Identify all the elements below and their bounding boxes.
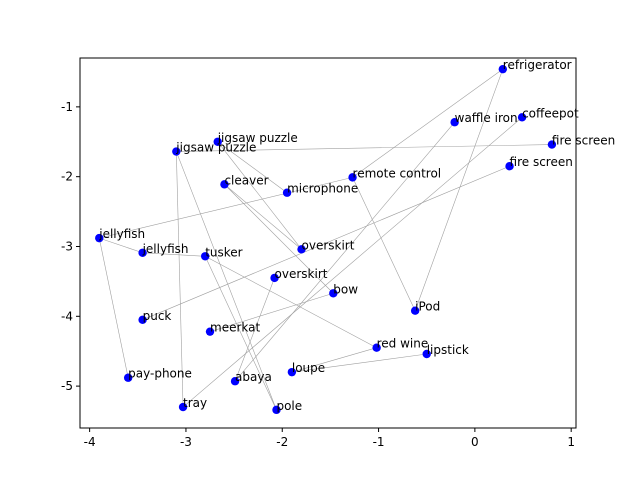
data-point [230, 377, 240, 386]
edge-layer [98, 68, 552, 410]
point-label: fire screen [510, 155, 573, 169]
edge-line [209, 292, 334, 332]
edge-line [414, 69, 504, 311]
edge-line [234, 277, 275, 382]
point-label: fire screen [552, 134, 615, 148]
point-label: pole [276, 399, 302, 413]
data-point [498, 64, 508, 74]
point-label: tusker [205, 245, 242, 259]
point-label: jellyfish [98, 227, 145, 241]
point-label: bow [333, 282, 358, 296]
x-tick-label: -4 [84, 435, 96, 449]
edge-line [176, 151, 277, 410]
point-label: jellyfish [142, 242, 189, 256]
point-label: red wine [377, 337, 429, 351]
edge-line [224, 184, 334, 294]
edge-line [99, 237, 143, 254]
data-point [178, 402, 188, 412]
x-tick-label: 1 [567, 435, 575, 449]
data-point [272, 405, 281, 415]
data-point [201, 252, 210, 261]
point-label: waffle iron [455, 111, 518, 125]
data-point [213, 137, 222, 146]
data-point [270, 273, 279, 283]
edge-line [176, 151, 184, 408]
data-point [410, 306, 420, 315]
data-point [138, 315, 147, 324]
point-label: meerkat [210, 321, 260, 335]
point-label: puck [143, 309, 172, 323]
point-label: jigsaw puzzle [217, 131, 298, 145]
data-point [95, 233, 104, 243]
point-label: cleaver [224, 173, 268, 187]
point-label: jigsaw puzzle [175, 141, 256, 155]
point-layer [95, 64, 557, 415]
point-label: overskirt [302, 238, 355, 252]
y-tick-label: -3 [61, 239, 73, 253]
edge-line [217, 141, 288, 193]
edge-line [234, 122, 455, 382]
data-point [547, 140, 557, 149]
point-label: iPod [415, 300, 440, 314]
edge-line [142, 252, 206, 257]
data-point [205, 327, 215, 336]
data-point [287, 367, 297, 377]
label-layer: refrigerator coffeepot waffle iron fire scr… [98, 58, 615, 413]
edge-line [176, 144, 552, 152]
y-tick-label: -5 [61, 379, 73, 393]
plot-frame [79, 57, 577, 429]
edge-line [142, 165, 510, 321]
data-point [123, 373, 133, 382]
data-point [450, 118, 459, 127]
edge-line [217, 141, 302, 250]
data-point [329, 289, 338, 298]
y-axis-ticks: -1 -2 -3 -4 -5 [61, 100, 80, 393]
data-point [372, 343, 381, 352]
data-point [517, 113, 527, 122]
edge-line [98, 238, 129, 378]
edge-line [224, 184, 302, 250]
point-label: abaya [235, 370, 272, 384]
data-point [282, 188, 292, 197]
point-label: microphone [287, 182, 358, 196]
x-tick-label: -3 [180, 435, 192, 449]
data-point [505, 162, 514, 171]
point-label: refrigerator [503, 58, 572, 72]
point-label: remote control [353, 166, 442, 180]
data-point [297, 245, 306, 254]
x-tick-label: 0 [471, 435, 479, 449]
x-tick-label: -2 [276, 435, 288, 449]
y-tick-label: -1 [61, 100, 73, 114]
x-axis-ticks: -4 -3 -2 -1 0 1 [84, 428, 575, 449]
edge-line [182, 117, 523, 408]
x-tick-label: -1 [373, 435, 385, 449]
point-label: overskirt [275, 267, 328, 281]
y-tick-label: -4 [61, 309, 73, 323]
edge-line [204, 256, 277, 410]
edge-line [352, 68, 503, 178]
point-label: lipstick [427, 343, 469, 357]
point-label: loupe [292, 361, 325, 375]
edge-line [205, 255, 377, 348]
point-label: pay-phone [128, 367, 192, 381]
data-point [138, 248, 147, 257]
point-label: tray [183, 396, 207, 410]
y-tick-label: -2 [61, 170, 73, 184]
data-point [348, 173, 357, 182]
data-point [422, 349, 431, 359]
edge-line [291, 353, 427, 373]
edge-line [291, 347, 377, 373]
data-point [172, 147, 181, 156]
edge-line [352, 177, 416, 311]
point-label: coffeepot [522, 106, 579, 120]
data-point [220, 180, 229, 189]
edge-line [99, 177, 353, 239]
